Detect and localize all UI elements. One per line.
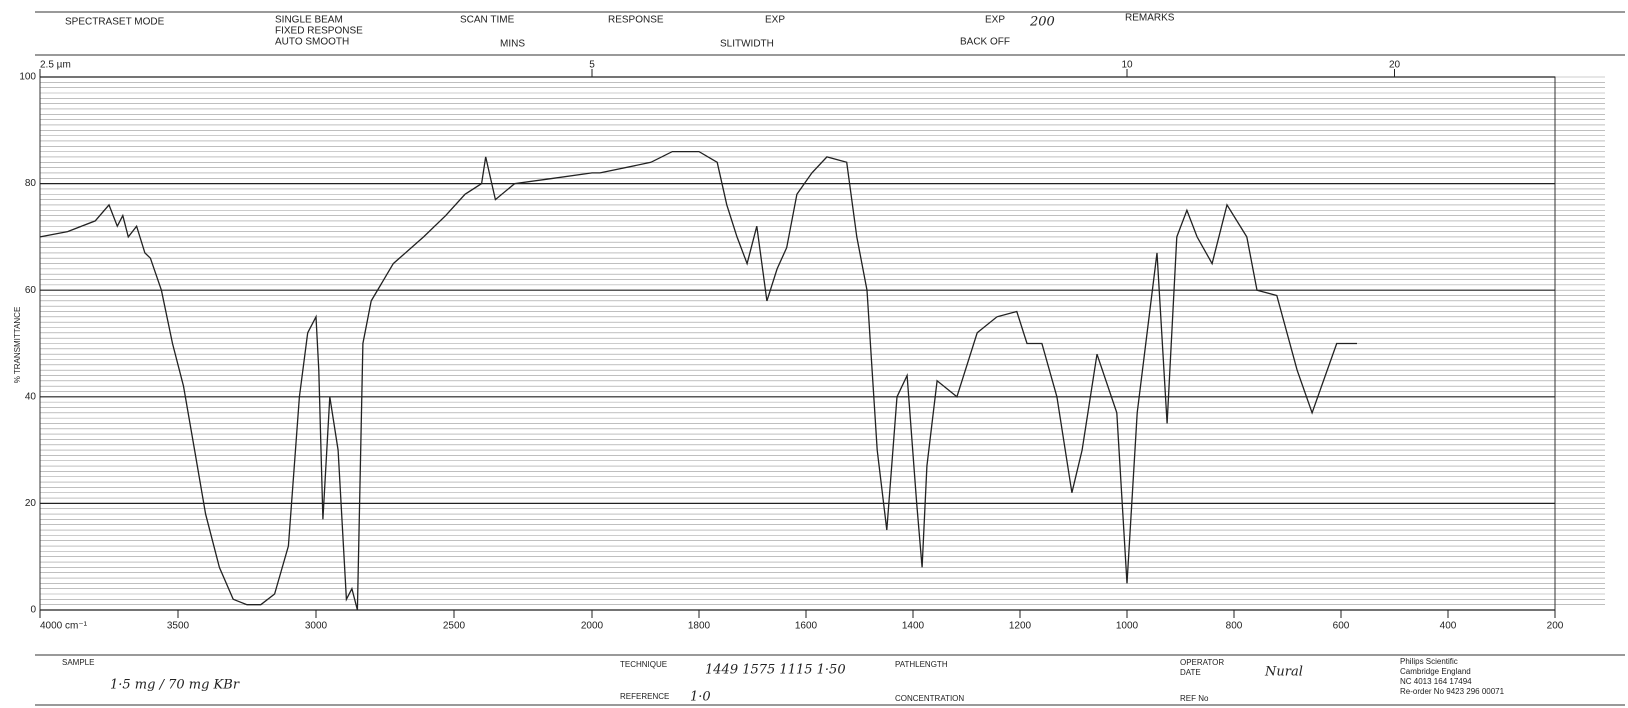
header-field: AUTO SMOOTH: [275, 37, 349, 48]
header-field: SCAN TIME: [460, 15, 515, 26]
header-field: RESPONSE: [608, 15, 664, 26]
header-field: REMARKS: [1125, 13, 1175, 24]
x2-tick-label: 10: [1121, 60, 1133, 71]
y-tick-label: 100: [19, 72, 36, 83]
footer-field: PATHLENGTH: [895, 660, 948, 669]
y-tick-label: 0: [30, 605, 36, 616]
y-axis-label: % TRANSMITTANCE: [13, 307, 22, 384]
header-field: SPECTRASET MODE: [65, 17, 165, 28]
footer-field: DATE: [1180, 668, 1201, 677]
header-field: SLITWIDTH: [720, 39, 774, 50]
footer-field: NC 4013 164 17494: [1400, 677, 1472, 686]
x-tick-label: 200: [1547, 621, 1564, 632]
header-value: 200: [1029, 15, 1055, 30]
x-tick-label: 1800: [688, 621, 711, 632]
y-tick-label: 40: [25, 391, 37, 402]
x-tick-label: 600: [1333, 621, 1350, 632]
footer-field: Philips Scientific: [1400, 657, 1458, 666]
header-field: FIXED RESPONSE: [275, 26, 363, 37]
footer-field: REFERENCE: [620, 692, 669, 701]
x2-tick-label: 20: [1389, 60, 1401, 71]
footer-field: Re-order No 9423 296 00071: [1400, 687, 1505, 696]
x-tick-label: 3500: [167, 621, 190, 632]
header-field: BACK OFF: [960, 37, 1010, 48]
spectrum-line: [39, 150, 1357, 611]
x-tick-label: 2500: [443, 621, 466, 632]
x-tick-label: 1000: [1116, 621, 1139, 632]
x-tick-label: 1200: [1009, 621, 1032, 632]
header-field: MINS: [500, 39, 525, 50]
y-tick-label: 60: [25, 285, 37, 296]
footer-field: OPERATOR: [1180, 658, 1224, 667]
footer-field: REF No: [1180, 694, 1209, 703]
x-tick-label: 3000: [305, 621, 328, 632]
footer-value: 1·5 mg / 70 mg KBr: [110, 678, 240, 693]
x2-tick-label: 5: [589, 60, 595, 71]
footer-value: 1449 1575 1115 1·50: [705, 663, 846, 678]
footer-field: CONCENTRATION: [895, 694, 964, 703]
footer-field: SAMPLE: [62, 658, 94, 667]
y-tick-label: 80: [25, 178, 37, 189]
x-tick-label: 1400: [902, 621, 925, 632]
footer-field: TECHNIQUE: [620, 660, 667, 669]
x-tick-label: 4000 cm⁻¹: [40, 621, 88, 632]
header-field: EXP: [985, 15, 1005, 26]
x2-tick-label: 2.5 µm: [40, 60, 71, 71]
x-tick-label: 2000: [581, 621, 604, 632]
header-field: SINGLE BEAM: [275, 15, 343, 26]
header-field: EXP: [765, 15, 785, 26]
footer-value: Nural: [1264, 665, 1303, 680]
x-tick-label: 400: [1440, 621, 1457, 632]
footer-value: 1·0: [690, 690, 711, 705]
footer-field: Cambridge England: [1400, 667, 1471, 676]
header: SPECTRASET MODE SINGLE BEAM FIXED RESPON…: [35, 11, 1625, 56]
footer: SAMPLE 1·5 mg / 70 mg KBr TECHNIQUE 1449…: [35, 654, 1625, 706]
y-tick-label: 20: [25, 498, 37, 509]
x-tick-label: 800: [1226, 621, 1243, 632]
x-tick-label: 1600: [795, 621, 818, 632]
